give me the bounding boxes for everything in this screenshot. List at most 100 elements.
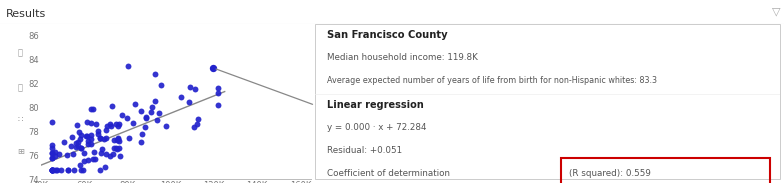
Text: Coefficient of determination: Coefficient of determination	[327, 169, 450, 178]
Point	[93, 168, 106, 171]
Point	[45, 152, 58, 154]
Point	[100, 124, 113, 127]
Point	[129, 102, 142, 105]
Point	[189, 88, 201, 91]
Point	[48, 168, 60, 171]
Text: ⊞: ⊞	[17, 147, 24, 156]
Point	[74, 168, 87, 171]
Point	[69, 141, 82, 144]
Text: Results: Results	[6, 9, 46, 19]
Point	[94, 136, 107, 139]
Text: Average expected number of years of life from birth for non-Hispanic whites: 83.: Average expected number of years of life…	[327, 76, 657, 85]
Point	[113, 146, 125, 149]
Point	[86, 107, 99, 110]
Point	[78, 152, 90, 155]
Point	[85, 137, 98, 140]
Point	[75, 134, 88, 137]
Point	[69, 146, 82, 149]
Point	[154, 84, 167, 87]
Point	[74, 137, 87, 140]
Point	[45, 168, 58, 171]
Point	[49, 155, 62, 158]
Point	[113, 140, 125, 143]
Point	[85, 122, 97, 125]
Point	[81, 135, 93, 137]
Text: y = 0.000 · x + 72.284: y = 0.000 · x + 72.284	[327, 123, 426, 132]
Point	[122, 64, 134, 67]
Point	[103, 154, 116, 157]
Point	[104, 125, 117, 128]
Point	[105, 104, 118, 107]
Point	[134, 140, 147, 143]
Point	[127, 121, 140, 124]
Point	[51, 168, 64, 171]
Point	[151, 118, 163, 121]
Point	[100, 153, 112, 156]
Point	[82, 142, 94, 145]
Text: Residual: +0.051: Residual: +0.051	[327, 146, 402, 155]
Text: San Francisco County: San Francisco County	[327, 30, 448, 40]
Point	[103, 123, 116, 126]
Point	[153, 112, 165, 115]
Point	[191, 122, 203, 125]
Text: Linear regression: Linear regression	[327, 100, 423, 110]
Point	[89, 122, 102, 125]
Point	[108, 138, 121, 141]
Point	[71, 145, 84, 147]
Point	[107, 146, 120, 149]
Point	[49, 150, 61, 153]
Point	[45, 168, 58, 171]
Point	[100, 128, 112, 131]
Point	[73, 131, 85, 134]
Point	[54, 168, 67, 171]
Point	[72, 140, 85, 143]
Point	[111, 139, 123, 142]
Text: ▽: ▽	[771, 7, 780, 17]
Point	[74, 146, 87, 149]
FancyBboxPatch shape	[315, 24, 780, 179]
Point	[110, 123, 122, 126]
Point	[86, 157, 99, 160]
Point	[212, 104, 224, 107]
Point	[121, 116, 133, 119]
Point	[73, 164, 85, 167]
Text: ⌕: ⌕	[18, 48, 23, 57]
Point	[93, 137, 106, 139]
Point	[136, 133, 149, 136]
Point	[145, 111, 158, 114]
Point	[115, 113, 128, 116]
Point	[45, 168, 58, 171]
Point	[123, 137, 136, 140]
Point	[187, 126, 200, 129]
Point	[85, 134, 97, 137]
Point	[175, 96, 187, 98]
Point	[45, 168, 58, 171]
Point	[110, 147, 122, 150]
Point	[96, 147, 108, 150]
Point	[112, 137, 125, 140]
Point	[82, 121, 94, 124]
Point	[45, 147, 58, 150]
Point	[65, 145, 78, 148]
Point	[58, 141, 71, 144]
Point	[45, 121, 58, 124]
Point	[149, 72, 162, 75]
Point	[67, 152, 79, 155]
Text: ⌶: ⌶	[18, 83, 23, 92]
Point	[45, 156, 58, 159]
Point	[82, 140, 95, 143]
Point	[212, 92, 224, 95]
Point	[82, 159, 94, 162]
Point	[85, 107, 97, 110]
Point	[140, 115, 152, 118]
Point	[148, 99, 161, 102]
Point	[146, 105, 158, 108]
Point	[183, 100, 196, 103]
Point	[140, 117, 152, 120]
Point	[94, 151, 107, 154]
Point	[62, 168, 74, 171]
Point	[135, 109, 147, 112]
Point	[98, 165, 111, 168]
Point	[184, 86, 197, 89]
Point	[107, 153, 119, 156]
